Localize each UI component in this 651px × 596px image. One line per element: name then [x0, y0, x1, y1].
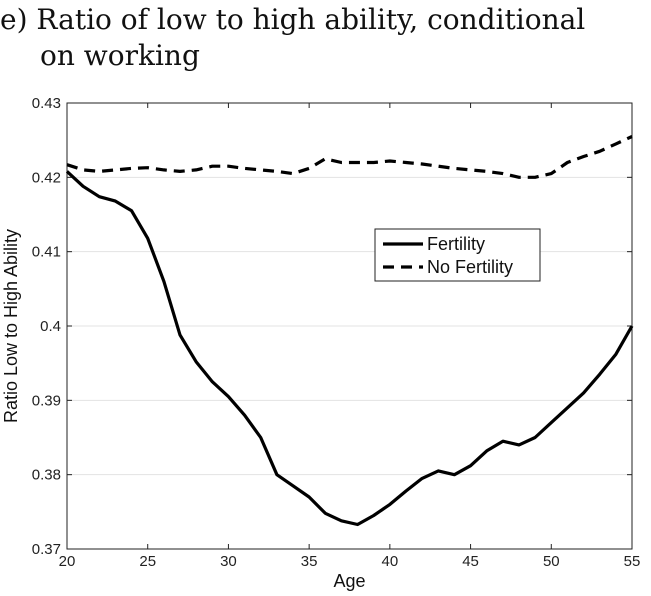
series-line-fertility — [65, 170, 634, 527]
caption-line-1: e) Ratio of low to high ability, conditi… — [0, 3, 586, 36]
y-tick-label: 0.4 — [40, 318, 61, 335]
x-tick-label: 50 — [543, 553, 560, 570]
x-tick-label: 30 — [220, 553, 237, 570]
gridlines — [67, 176, 632, 476]
x-tick-label: 55 — [624, 553, 641, 570]
y-tick-label: 0.43 — [32, 95, 61, 112]
x-tick-label: 40 — [382, 553, 399, 570]
series-line-no-fertility — [66, 135, 633, 179]
x-tick-label: 45 — [462, 553, 479, 570]
y-tick-label: 0.42 — [32, 169, 61, 186]
caption-line-2: on working — [40, 39, 200, 72]
figure-caption: e) Ratio of low to high ability, conditi… — [0, 2, 651, 74]
y-tick-label: 0.39 — [32, 392, 61, 409]
y-axis-label: Ratio Low to High Ability — [1, 229, 21, 423]
y-tick-label: 0.37 — [32, 541, 61, 558]
legend-label: Fertility — [427, 234, 485, 254]
y-tick-label: 0.41 — [32, 244, 61, 261]
axis-ticks: 0.37 0.38 0.39 0.4 0.41 0.42 0.43 20 25 30 35 40 45 5… — [32, 95, 641, 570]
legend: Fertility No Fertility — [374, 228, 541, 282]
legend-box — [374, 228, 541, 282]
y-tick-label: 0.38 — [32, 467, 61, 484]
legend-label: No Fertility — [427, 257, 513, 277]
series-layer — [65, 135, 634, 527]
x-tick-label: 35 — [301, 553, 318, 570]
x-tick-label: 20 — [59, 553, 76, 570]
x-axis-label: Age — [333, 571, 365, 591]
x-tick-label: 25 — [139, 553, 156, 570]
